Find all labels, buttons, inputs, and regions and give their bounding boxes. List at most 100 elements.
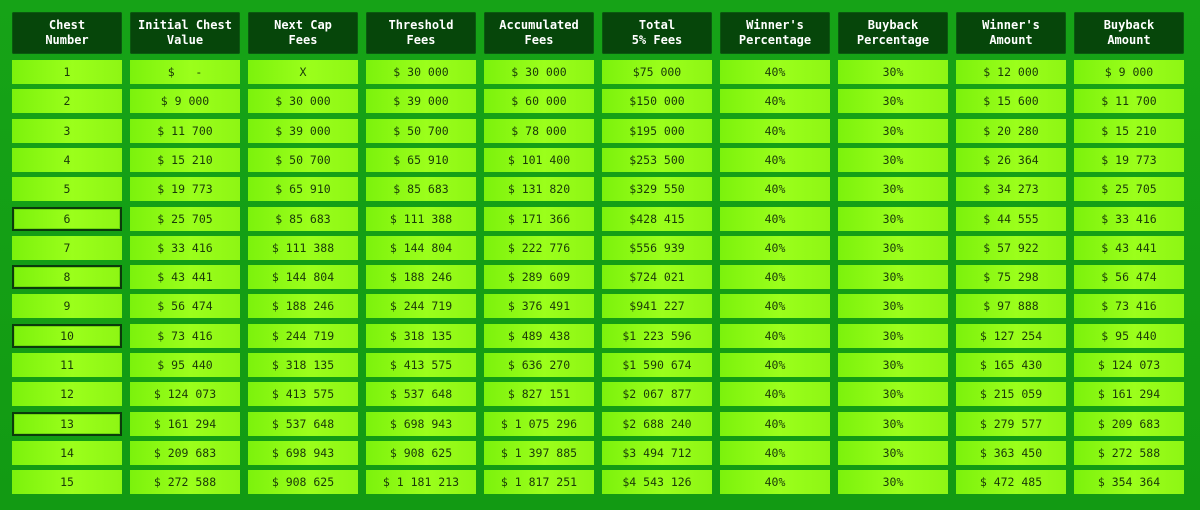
cell-buyback-percentage[interactable]: 30%: [838, 353, 948, 377]
cell-initial-chest-value[interactable]: $ 95 440: [130, 353, 240, 377]
cell-initial-chest-value[interactable]: $ 43 441: [130, 265, 240, 290]
cell-chest-number[interactable]: 5: [12, 177, 122, 202]
cell-buyback-amount[interactable]: $ 73 416: [1074, 294, 1184, 319]
cell-buyback-amount[interactable]: $ 25 705: [1074, 177, 1184, 202]
cell-buyback-amount[interactable]: $ 209 683: [1074, 411, 1184, 436]
cell-initial-chest-value[interactable]: $ 19 773: [130, 177, 240, 202]
cell-total-fees[interactable]: $1 590 674: [602, 353, 712, 377]
cell-chest-number[interactable]: 13: [12, 411, 122, 436]
cell-chest-number[interactable]: 3: [12, 118, 122, 143]
cell-buyback-percentage[interactable]: 30%: [838, 323, 948, 348]
cell-chest-number[interactable]: 7: [12, 235, 122, 260]
cell-chest-number[interactable]: 1: [12, 60, 122, 84]
cell-winners-amount[interactable]: $ 12 000: [956, 60, 1066, 84]
cell-threshold-fees[interactable]: $ 144 804: [366, 235, 476, 260]
cell-buyback-amount[interactable]: $ 161 294: [1074, 382, 1184, 407]
cell-threshold-fees[interactable]: $ 537 648: [366, 382, 476, 407]
cell-winners-amount[interactable]: $ 165 430: [956, 353, 1066, 377]
cell-total-fees[interactable]: $724 021: [602, 265, 712, 290]
cell-winners-amount[interactable]: $ 472 485: [956, 470, 1066, 495]
cell-next-cap-fees[interactable]: $ 30 000: [248, 89, 358, 114]
cell-total-fees[interactable]: $4 543 126: [602, 470, 712, 495]
cell-initial-chest-value[interactable]: $ 272 588: [130, 470, 240, 495]
cell-buyback-percentage[interactable]: 30%: [838, 147, 948, 172]
cell-total-fees[interactable]: $941 227: [602, 294, 712, 319]
cell-winners-percentage[interactable]: 40%: [720, 323, 830, 348]
cell-next-cap-fees[interactable]: $ 50 700: [248, 147, 358, 172]
cell-buyback-amount[interactable]: $ 124 073: [1074, 353, 1184, 377]
cell-accumulated-fees[interactable]: $ 131 820: [484, 177, 594, 202]
cell-total-fees[interactable]: $2 688 240: [602, 411, 712, 436]
cell-accumulated-fees[interactable]: $ 222 776: [484, 235, 594, 260]
cell-accumulated-fees[interactable]: $ 101 400: [484, 147, 594, 172]
cell-winners-amount[interactable]: $ 20 280: [956, 118, 1066, 143]
cell-accumulated-fees[interactable]: $ 827 151: [484, 382, 594, 407]
cell-chest-number[interactable]: 9: [12, 294, 122, 319]
cell-winners-percentage[interactable]: 40%: [720, 60, 830, 84]
cell-initial-chest-value[interactable]: $ 25 705: [130, 206, 240, 231]
cell-next-cap-fees[interactable]: $ 65 910: [248, 177, 358, 202]
cell-buyback-amount[interactable]: $ 11 700: [1074, 89, 1184, 114]
cell-next-cap-fees[interactable]: $ 144 804: [248, 265, 358, 290]
cell-winners-percentage[interactable]: 40%: [720, 235, 830, 260]
cell-winners-amount[interactable]: $ 75 298: [956, 265, 1066, 290]
cell-initial-chest-value[interactable]: $ 56 474: [130, 294, 240, 319]
cell-total-fees[interactable]: $75 000: [602, 60, 712, 84]
cell-next-cap-fees[interactable]: $ 908 625: [248, 470, 358, 495]
cell-accumulated-fees[interactable]: $ 1 817 251: [484, 470, 594, 495]
cell-accumulated-fees[interactable]: $ 171 366: [484, 206, 594, 231]
cell-initial-chest-value[interactable]: $ -: [130, 60, 240, 84]
cell-accumulated-fees[interactable]: $ 289 609: [484, 265, 594, 290]
cell-total-fees[interactable]: $329 550: [602, 177, 712, 202]
cell-winners-percentage[interactable]: 40%: [720, 206, 830, 231]
cell-buyback-amount[interactable]: $ 43 441: [1074, 235, 1184, 260]
cell-next-cap-fees[interactable]: $ 413 575: [248, 382, 358, 407]
cell-winners-percentage[interactable]: 40%: [720, 265, 830, 290]
cell-initial-chest-value[interactable]: $ 11 700: [130, 118, 240, 143]
cell-total-fees[interactable]: $253 500: [602, 147, 712, 172]
cell-winners-percentage[interactable]: 40%: [720, 470, 830, 495]
cell-accumulated-fees[interactable]: $ 30 000: [484, 60, 594, 84]
cell-buyback-percentage[interactable]: 30%: [838, 265, 948, 290]
cell-chest-number[interactable]: 12: [12, 382, 122, 407]
cell-buyback-percentage[interactable]: 30%: [838, 382, 948, 407]
cell-threshold-fees[interactable]: $ 65 910: [366, 147, 476, 172]
cell-buyback-percentage[interactable]: 30%: [838, 411, 948, 436]
cell-threshold-fees[interactable]: $ 244 719: [366, 294, 476, 319]
cell-threshold-fees[interactable]: $ 1 181 213: [366, 470, 476, 495]
cell-next-cap-fees[interactable]: $ 39 000: [248, 118, 358, 143]
cell-threshold-fees[interactable]: $ 111 388: [366, 206, 476, 231]
cell-total-fees[interactable]: $3 494 712: [602, 440, 712, 465]
cell-next-cap-fees[interactable]: $ 698 943: [248, 440, 358, 465]
cell-buyback-percentage[interactable]: 30%: [838, 470, 948, 495]
cell-accumulated-fees[interactable]: $ 1 397 885: [484, 440, 594, 465]
cell-buyback-amount[interactable]: $ 56 474: [1074, 265, 1184, 290]
cell-buyback-amount[interactable]: $ 272 588: [1074, 440, 1184, 465]
cell-buyback-percentage[interactable]: 30%: [838, 206, 948, 231]
cell-buyback-percentage[interactable]: 30%: [838, 177, 948, 202]
cell-buyback-percentage[interactable]: 30%: [838, 440, 948, 465]
cell-threshold-fees[interactable]: $ 30 000: [366, 60, 476, 84]
cell-initial-chest-value[interactable]: $ 73 416: [130, 323, 240, 348]
cell-winners-amount[interactable]: $ 15 600: [956, 89, 1066, 114]
cell-accumulated-fees[interactable]: $ 376 491: [484, 294, 594, 319]
cell-winners-amount[interactable]: $ 34 273: [956, 177, 1066, 202]
cell-total-fees[interactable]: $1 223 596: [602, 323, 712, 348]
cell-winners-amount[interactable]: $ 363 450: [956, 440, 1066, 465]
cell-chest-number[interactable]: 6: [12, 206, 122, 231]
cell-next-cap-fees[interactable]: $ 111 388: [248, 235, 358, 260]
cell-winners-amount[interactable]: $ 26 364: [956, 147, 1066, 172]
cell-winners-amount[interactable]: $ 97 888: [956, 294, 1066, 319]
cell-accumulated-fees[interactable]: $ 60 000: [484, 89, 594, 114]
cell-winners-amount[interactable]: $ 127 254: [956, 323, 1066, 348]
cell-threshold-fees[interactable]: $ 39 000: [366, 89, 476, 114]
cell-chest-number[interactable]: 4: [12, 147, 122, 172]
cell-initial-chest-value[interactable]: $ 124 073: [130, 382, 240, 407]
cell-next-cap-fees[interactable]: $ 244 719: [248, 323, 358, 348]
cell-next-cap-fees[interactable]: $ 318 135: [248, 353, 358, 377]
cell-next-cap-fees[interactable]: $ 188 246: [248, 294, 358, 319]
cell-next-cap-fees[interactable]: $ 537 648: [248, 411, 358, 436]
cell-buyback-amount[interactable]: $ 33 416: [1074, 206, 1184, 231]
cell-buyback-percentage[interactable]: 30%: [838, 60, 948, 84]
cell-winners-amount[interactable]: $ 279 577: [956, 411, 1066, 436]
